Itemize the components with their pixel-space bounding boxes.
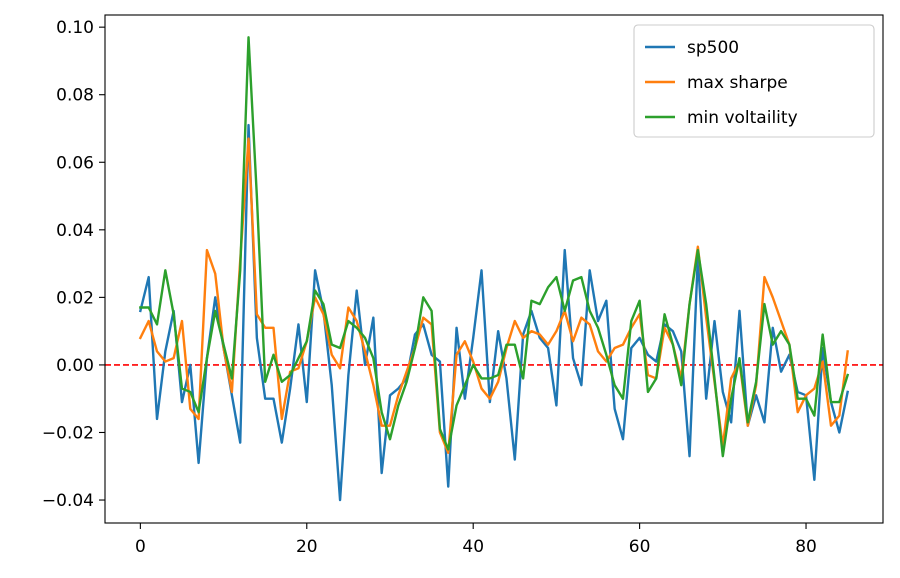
- plot-area: [105, 36, 883, 502]
- x-tick-label: 80: [795, 537, 817, 557]
- y-tick-label: 0.06: [56, 153, 94, 173]
- legend-label: min voltaility: [687, 108, 798, 128]
- y-tick-label: −0.02: [42, 423, 94, 443]
- series-line-max-sharpe: [138, 137, 849, 454]
- series-line-min-voltaility: [139, 36, 850, 458]
- series-line-sp500: [138, 123, 850, 502]
- legend-box: [633, 24, 875, 138]
- x-tick-label: 20: [296, 537, 318, 557]
- x-axis: 0 20 40 60 80: [135, 523, 817, 557]
- y-tick-label: 0.00: [56, 356, 94, 376]
- legend-label: sp500: [687, 38, 739, 58]
- plot-frame: [104, 14, 884, 524]
- y-tick-label: 0.04: [56, 221, 94, 241]
- series-lines: [138, 36, 850, 502]
- y-tick-label: 0.08: [56, 86, 94, 106]
- legend-label: max sharpe: [687, 73, 788, 93]
- legend: sp500 max sharpe min voltaility: [633, 24, 875, 138]
- x-tick-label: 40: [462, 537, 484, 557]
- x-tick-label: 60: [629, 537, 651, 557]
- y-tick-label: −0.04: [42, 491, 94, 511]
- y-tick-label: 0.10: [56, 18, 94, 38]
- y-axis: −0.04 −0.02 0.00 0.02 0.04 0.06 0.08 0.10: [42, 18, 105, 511]
- x-tick-label: 0: [135, 537, 146, 557]
- y-tick-label: 0.02: [56, 288, 94, 308]
